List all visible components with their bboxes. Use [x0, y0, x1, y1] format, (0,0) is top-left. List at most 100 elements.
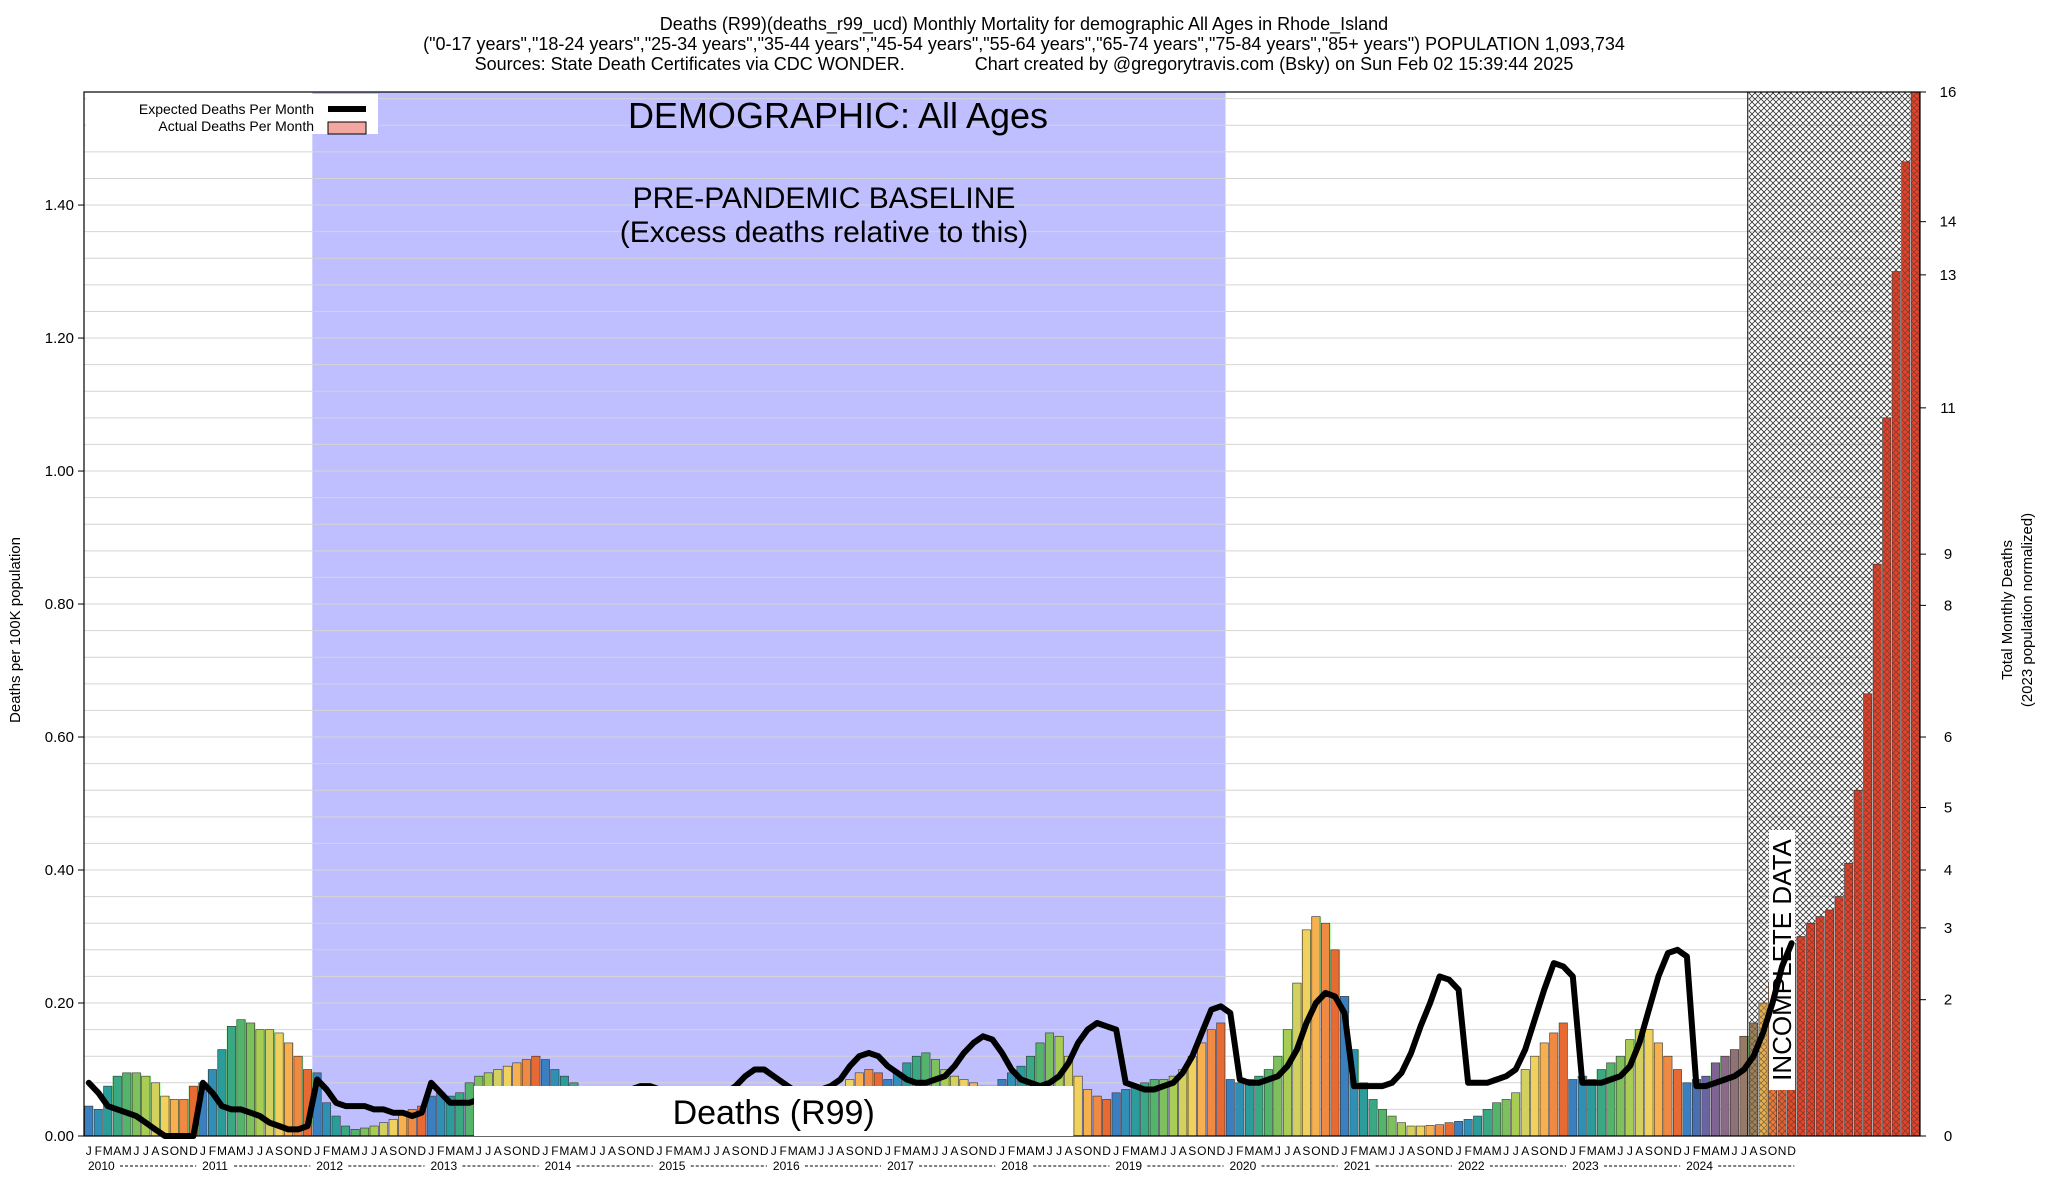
month-tick-label: M: [1149, 1144, 1159, 1158]
month-tick-label: N: [864, 1144, 873, 1158]
month-tick-label: D: [1445, 1144, 1454, 1158]
month-tick-label: J: [428, 1144, 434, 1158]
actual-bar: [1444, 1122, 1454, 1137]
month-tick-label: O: [855, 1144, 864, 1158]
month-tick-label: F: [1579, 1144, 1586, 1158]
actual-bar: [1682, 1082, 1692, 1137]
month-tick-label: M: [1701, 1144, 1711, 1158]
legend-actual-swatch: [327, 121, 367, 135]
month-tick-label: O: [1083, 1144, 1092, 1158]
actual-bar: [1406, 1125, 1416, 1137]
year-tick-label: 2019: [1115, 1159, 1142, 1173]
demographic-title: DEMOGRAPHIC: All Ages: [628, 95, 1048, 136]
actual-bar: [1530, 1055, 1540, 1137]
year-tick-label: 2016: [773, 1159, 800, 1173]
actual-bar: [360, 1127, 370, 1137]
month-tick-label: O: [1768, 1144, 1777, 1158]
month-tick-label: A: [1750, 1144, 1758, 1158]
month-tick-label: A: [1597, 1144, 1605, 1158]
y2-tick-label: 2: [1944, 992, 1952, 1009]
actual-bar: [1092, 1095, 1102, 1137]
incomplete-hatch: [1767, 92, 1778, 984]
month-tick-label: F: [95, 1144, 102, 1158]
month-tick-label: M: [236, 1144, 246, 1158]
month-tick-label: J: [476, 1144, 482, 1158]
month-tick-label: M: [217, 1144, 227, 1158]
month-tick-label: J: [362, 1144, 368, 1158]
actual-bar: [388, 1119, 398, 1137]
month-tick-label: J: [1399, 1144, 1405, 1158]
month-tick-label: M: [1130, 1144, 1140, 1158]
actual-bar: [1121, 1089, 1131, 1137]
incomplete-hatch: [1796, 936, 1806, 1136]
actual-bar: [1615, 1055, 1625, 1137]
actual-bar: [179, 1099, 189, 1137]
month-tick-label: M: [1606, 1144, 1616, 1158]
incomplete-hatch: [1882, 417, 1891, 1137]
actual-bar: [1102, 1099, 1112, 1137]
actual-bar: [1501, 1099, 1511, 1137]
actual-bar: [1197, 1042, 1207, 1137]
month-tick-label: S: [617, 1144, 625, 1158]
month-tick-label: M: [559, 1144, 569, 1158]
month-tick-label: O: [398, 1144, 407, 1158]
month-tick-label: J: [1227, 1144, 1233, 1158]
month-tick-label: M: [1358, 1144, 1368, 1158]
actual-bar: [1359, 1082, 1368, 1137]
actual-bar: [1558, 1022, 1568, 1137]
incomplete-hatch: [1748, 92, 1759, 1023]
y-tick-label: 0.80: [45, 596, 74, 613]
actual-bar: [1282, 1029, 1292, 1137]
month-tick-label: S: [1074, 1144, 1082, 1158]
actual-bar: [1244, 1079, 1254, 1137]
actual-bar: [322, 1102, 332, 1137]
year-tick-label: 2022: [1458, 1159, 1485, 1173]
month-tick-label: O: [284, 1144, 293, 1158]
month-tick-label: J: [714, 1144, 720, 1158]
actual-bar: [1549, 1032, 1559, 1137]
month-tick-label: D: [417, 1144, 426, 1158]
month-tick-label: F: [1008, 1144, 1015, 1158]
month-tick-label: A: [950, 1144, 958, 1158]
month-tick-label: N: [636, 1144, 645, 1158]
year-tick-label: 2017: [887, 1159, 914, 1173]
incomplete-hatch: [1900, 92, 1911, 162]
month-tick-label: J: [1513, 1144, 1519, 1158]
actual-bar: [246, 1022, 255, 1137]
month-tick-label: D: [1787, 1144, 1796, 1158]
actual-bar: [1387, 1115, 1397, 1137]
month-tick-label: S: [1302, 1144, 1310, 1158]
month-tick-label: J: [932, 1144, 938, 1158]
month-tick-label: M: [350, 1144, 360, 1158]
month-tick-label: J: [314, 1144, 320, 1158]
actual-bar: [1206, 1029, 1216, 1137]
month-tick-label: O: [626, 1144, 635, 1158]
month-tick-label: S: [1531, 1144, 1539, 1158]
actual-bar: [1083, 1089, 1093, 1137]
actual-bar: [1492, 1102, 1502, 1137]
year-tick-label: 2013: [430, 1159, 457, 1173]
y-tick-label: 0.00: [45, 1128, 74, 1145]
month-tick-label: O: [512, 1144, 521, 1158]
year-tick-label: 2011: [202, 1159, 228, 1173]
month-tick-label: D: [1331, 1144, 1340, 1158]
month-tick-label: N: [1664, 1144, 1673, 1158]
year-tick-label: 2024: [1686, 1159, 1713, 1173]
month-tick-label: J: [828, 1144, 834, 1158]
month-tick-label: M: [1720, 1144, 1730, 1158]
month-tick-label: S: [1645, 1144, 1653, 1158]
y-axis-label: Deaths per 100K population: [7, 537, 24, 723]
month-tick-label: J: [1456, 1144, 1462, 1158]
month-tick-label: N: [979, 1144, 988, 1158]
incomplete-hatch: [1853, 92, 1863, 791]
month-tick-label: N: [1435, 1144, 1444, 1158]
chart-title-line-1: Deaths (R99)(deaths_r99_ucd) Monthly Mor…: [659, 14, 1389, 34]
incomplete-hatch: [1825, 909, 1834, 1136]
y2-tick-label: 8: [1944, 597, 1952, 614]
incomplete-hatch: [1796, 92, 1806, 937]
actual-bar: [1111, 1092, 1121, 1137]
month-tick-label: J: [1741, 1144, 1747, 1158]
chart-title-line-2: ("0-17 years","18-24 years","25-34 years…: [423, 34, 1625, 54]
